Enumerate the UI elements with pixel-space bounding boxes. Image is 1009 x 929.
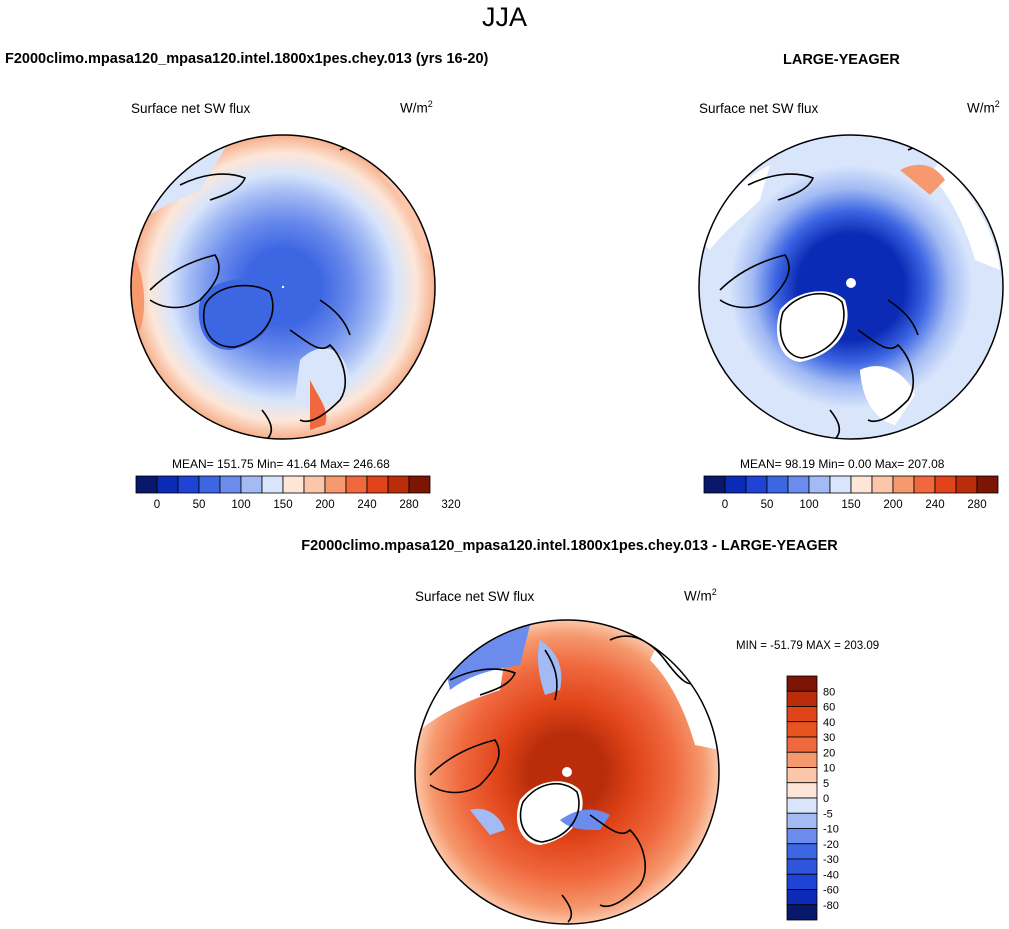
panel-c-variable-label: Surface net SW flux [415, 589, 535, 604]
panel-a-colorbar-tick-label: 320 [441, 499, 460, 511]
panel-a-colorbar-tick-label: 50 [193, 499, 206, 511]
panel-c-colorbar-swatch-0 [786, 675, 818, 692]
panel-b-colorbar-swatch-13 [976, 475, 999, 494]
panel-a-colorbar-swatch-0 [135, 475, 158, 494]
panel-b-map-border [698, 134, 1004, 440]
panel-c-map-border [414, 619, 720, 925]
panel-b-colorbar-tick-label: 240 [925, 499, 944, 511]
panel-a-colorbar-swatch-5 [240, 475, 263, 494]
panel-b-colorbar-swatch-2 [745, 475, 768, 494]
panel-a-colorbar-tick-label: 150 [273, 499, 292, 511]
panel-b-colorbar-swatch-4 [787, 475, 810, 494]
panel-b-colorbar-swatch-5 [808, 475, 831, 494]
panel-b-colorbar-swatch-6 [829, 475, 852, 494]
panel-a-colorbar-tick-label: 100 [231, 499, 250, 511]
panel-b-title: LARGE-YEAGER [783, 52, 900, 68]
panel-b-colorbar-tick-label: 0 [722, 499, 728, 511]
panel-b-colorbar-tick-label: 50 [761, 499, 774, 511]
panel-a-variable-label: Surface net SW flux [131, 101, 251, 116]
panel-b-map [699, 135, 1003, 439]
panel-c-map [415, 620, 719, 924]
panel-c-colorbar-tick-label: 60 [823, 702, 835, 714]
panel-b-colorbar-swatch-7 [850, 475, 873, 494]
panel-c-colorbar-swatch-1 [786, 690, 818, 707]
panel-c-colorbar-tick-label: 30 [823, 732, 835, 744]
panel-c-colorbar-tick-label: -30 [823, 854, 839, 866]
panel-b-colorbar-tick-label: 280 [967, 499, 986, 511]
panel-c-colorbar-swatch-9 [786, 812, 818, 829]
panel-a-map-border [130, 134, 436, 440]
panel-c-colorbar-tick-label: 0 [823, 793, 829, 805]
panel-a-colorbar-swatch-6 [261, 475, 284, 494]
panel-a-colorbar: 0 50 100 150 200 240 280 320 [135, 475, 461, 511]
panel-a-colorbar-tick-label: 200 [315, 499, 334, 511]
panel-b-colorbar-swatch-9 [892, 475, 915, 494]
panel-a-stats: MEAN= 151.75 Min= 41.64 Max= 246.68 [172, 457, 390, 471]
panel-c-colorbar-tick-label: -5 [823, 808, 833, 820]
panel-b-colorbar-swatch-11 [934, 475, 957, 494]
panel-a-colorbar-swatch-9 [324, 475, 347, 494]
panel-b-colorbar-swatch-12 [955, 475, 978, 494]
panel-c-colorbar-swatch-2 [786, 706, 818, 723]
panel-c-colorbar-tick-label: 10 [823, 763, 835, 775]
panel-b-colorbar-tick-label: 100 [799, 499, 818, 511]
panel-b-stats: MEAN= 98.19 Min= 0.00 Max= 207.08 [740, 457, 945, 471]
panel-b-colorbar-swatch-0 [703, 475, 726, 494]
panel-c-colorbar-tick-label: -60 [823, 885, 839, 897]
panel-c-colorbar-tick-label: 40 [823, 717, 835, 729]
panel-c-colorbar-swatch-6 [786, 767, 818, 784]
panel-c-colorbar-tick-label: 5 [823, 778, 829, 790]
panel-c-colorbar-swatch-14 [786, 889, 818, 906]
panel-c-stats: MIN = -51.79 MAX = 203.09 [736, 640, 880, 652]
panel-a-colorbar-tick-label: 280 [399, 499, 418, 511]
panel-c-colorbar-swatch-12 [786, 858, 818, 875]
panel-c-colorbar-tick-label: 80 [823, 686, 835, 698]
panel-c-colorbar-tick-label: -40 [823, 869, 839, 881]
panel-c-colorbar-swatch-11 [786, 843, 818, 860]
panel-c-units-label: W/m2 [684, 587, 717, 604]
panel-a-colorbar-swatch-12 [387, 475, 410, 494]
panel-c-colorbar-swatch-10 [786, 828, 818, 845]
panel-a-colorbar-tick-label: 0 [154, 499, 160, 511]
panel-b-colorbar-swatch-8 [871, 475, 894, 494]
panel-c-colorbar-tick-label: -20 [823, 839, 839, 851]
panel-c-colorbar-swatch-3 [786, 721, 818, 738]
panel-a-colorbar-swatch-11 [366, 475, 389, 494]
panel-a-colorbar-swatch-13 [408, 475, 431, 494]
panel-b-colorbar-swatch-10 [913, 475, 936, 494]
panel-c-colorbar-swatch-5 [786, 751, 818, 768]
panel-a-colorbar-swatch-8 [303, 475, 326, 494]
panel-a-colorbar-swatch-4 [219, 475, 242, 494]
panel-c-colorbar-swatch-4 [786, 736, 818, 753]
panel-a-colorbar-swatch-7 [282, 475, 305, 494]
panel-b-colorbar-swatch-3 [766, 475, 789, 494]
panel-b-units-label: W/m2 [967, 99, 1000, 116]
panel-b-colorbar-swatch-1 [724, 475, 747, 494]
panel-c-title: F2000climo.mpasa120_mpasa120.intel.1800x… [301, 538, 838, 554]
panel-a-units-label: W/m2 [400, 99, 433, 116]
figure-title: JJA [481, 2, 527, 32]
panel-b-colorbar-tick-label: 200 [883, 499, 902, 511]
panel-a-colorbar-swatch-1 [156, 475, 179, 494]
panel-a-map [131, 135, 435, 439]
panel-c-colorbar-swatch-13 [786, 873, 818, 890]
panel-c-colorbar: 80 60 40 30 20 10 5 0 -5 -10 -20 -30 -40 -60 -80 [786, 675, 839, 921]
panel-c-colorbar-tick-label: -10 [823, 824, 839, 836]
panel-c-colorbar-swatch-7 [786, 782, 818, 799]
panel-a-title: F2000climo.mpasa120_mpasa120.intel.1800x… [5, 51, 489, 67]
panel-b-variable-label: Surface net SW flux [699, 101, 819, 116]
panel-a-colorbar-swatch-2 [177, 475, 200, 494]
panel-c-colorbar-swatch-8 [786, 797, 818, 814]
panel-c-colorbar-swatch-15 [786, 904, 818, 921]
panel-a-colorbar-tick-label: 240 [357, 499, 376, 511]
panel-c-colorbar-tick-label: -80 [823, 900, 839, 912]
panel-a-colorbar-swatch-3 [198, 475, 221, 494]
panel-c-colorbar-tick-label: 20 [823, 747, 835, 759]
panel-b-colorbar-tick-label: 150 [841, 499, 860, 511]
panel-a-colorbar-swatch-10 [345, 475, 368, 494]
